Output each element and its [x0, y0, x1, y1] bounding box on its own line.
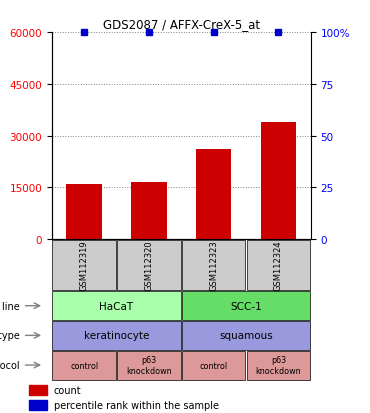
Title: GDS2087 / AFFX-CreX-5_at: GDS2087 / AFFX-CreX-5_at: [103, 17, 260, 31]
Bar: [182, 240, 245, 291]
Text: SCC-1: SCC-1: [230, 301, 262, 311]
Text: p63
knockdown: p63 knockdown: [256, 356, 301, 375]
Text: GSM112324: GSM112324: [274, 240, 283, 291]
Bar: [53, 321, 181, 350]
Bar: [131, 183, 167, 240]
Bar: [53, 292, 181, 320]
Bar: [53, 351, 116, 380]
Text: GSM112319: GSM112319: [80, 240, 89, 291]
Text: control: control: [199, 361, 228, 370]
Bar: [29, 385, 47, 395]
Bar: [117, 351, 181, 380]
Text: p63
knockdown: p63 knockdown: [126, 356, 172, 375]
Bar: [260, 123, 296, 240]
Text: cell line: cell line: [0, 301, 20, 311]
Bar: [247, 240, 310, 291]
Bar: [182, 321, 310, 350]
Bar: [66, 185, 102, 240]
Bar: [182, 292, 310, 320]
Text: percentile rank within the sample: percentile rank within the sample: [54, 400, 219, 410]
Text: GSM112323: GSM112323: [209, 240, 218, 291]
Text: squamous: squamous: [219, 330, 273, 341]
Text: protocol: protocol: [0, 360, 20, 370]
Text: HaCaT: HaCaT: [100, 301, 134, 311]
Text: keratinocyte: keratinocyte: [84, 330, 149, 341]
Text: GSM112320: GSM112320: [144, 240, 154, 291]
Bar: [182, 351, 245, 380]
Bar: [53, 240, 116, 291]
Text: count: count: [54, 385, 81, 395]
Text: cell type: cell type: [0, 330, 20, 341]
Bar: [247, 351, 310, 380]
Bar: [29, 400, 47, 410]
Bar: [196, 150, 232, 240]
Text: control: control: [70, 361, 98, 370]
Bar: [117, 240, 181, 291]
